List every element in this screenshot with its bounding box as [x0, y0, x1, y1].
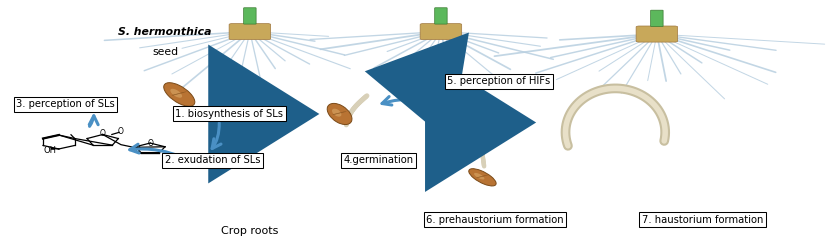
Ellipse shape — [171, 89, 182, 98]
Text: 1. biosynthesis of SLs: 1. biosynthesis of SLs — [175, 109, 283, 119]
FancyBboxPatch shape — [651, 10, 663, 26]
Text: 2. exudation of SLs: 2. exudation of SLs — [165, 155, 260, 165]
Ellipse shape — [332, 109, 341, 117]
FancyBboxPatch shape — [434, 8, 447, 24]
Text: O: O — [118, 127, 124, 136]
Text: 5. perception of HIFs: 5. perception of HIFs — [448, 76, 551, 86]
Text: 3. perception of SLs: 3. perception of SLs — [16, 99, 115, 109]
FancyBboxPatch shape — [636, 26, 677, 42]
Text: seed: seed — [152, 47, 178, 57]
Text: S. hermonthica: S. hermonthica — [118, 27, 212, 37]
Ellipse shape — [474, 173, 484, 180]
Text: 6. prehaustorium formation: 6. prehaustorium formation — [426, 215, 564, 225]
Text: O: O — [135, 145, 141, 154]
Text: O: O — [147, 139, 153, 147]
Text: OH: OH — [43, 146, 57, 155]
Text: 7. haustorium formation: 7. haustorium formation — [641, 215, 763, 225]
Text: 4.germination: 4.germination — [344, 155, 414, 165]
FancyBboxPatch shape — [420, 24, 462, 40]
Text: Crop roots: Crop roots — [221, 226, 279, 236]
Text: O: O — [100, 129, 106, 138]
Ellipse shape — [164, 83, 195, 106]
FancyBboxPatch shape — [229, 24, 270, 40]
FancyBboxPatch shape — [244, 8, 256, 24]
Ellipse shape — [468, 169, 496, 186]
Ellipse shape — [327, 103, 352, 124]
